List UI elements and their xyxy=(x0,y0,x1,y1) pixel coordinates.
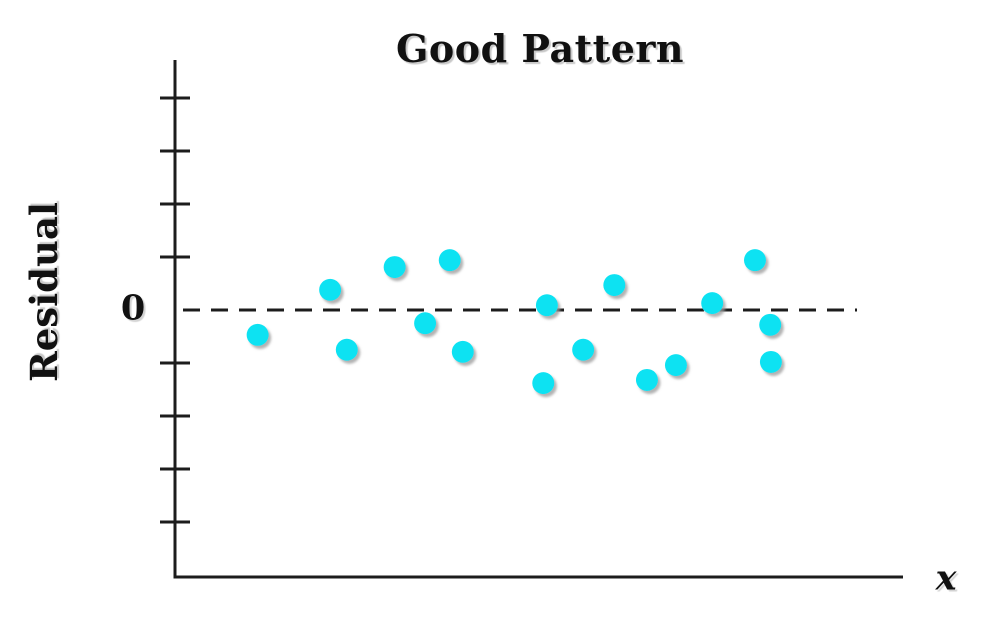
data-point xyxy=(744,249,766,272)
data-point xyxy=(438,249,461,272)
data-point xyxy=(451,340,474,363)
data-point xyxy=(759,350,782,373)
data-point xyxy=(532,372,555,395)
zero-tick-label: 0 xyxy=(120,287,146,329)
data-point xyxy=(246,323,269,346)
data-point xyxy=(572,338,595,361)
data-point xyxy=(603,274,626,297)
chart-title: Good Pattern xyxy=(395,26,685,71)
data-point xyxy=(535,294,558,317)
x-axis-label: x xyxy=(935,557,957,599)
data-point xyxy=(635,368,658,391)
data-point xyxy=(664,354,687,377)
data-point xyxy=(383,256,406,279)
y-axis-label: Residual xyxy=(22,202,66,382)
data-point xyxy=(414,312,437,335)
data-point xyxy=(319,278,342,301)
data-point xyxy=(335,338,358,361)
data-point xyxy=(701,292,724,315)
data-point xyxy=(759,313,782,336)
